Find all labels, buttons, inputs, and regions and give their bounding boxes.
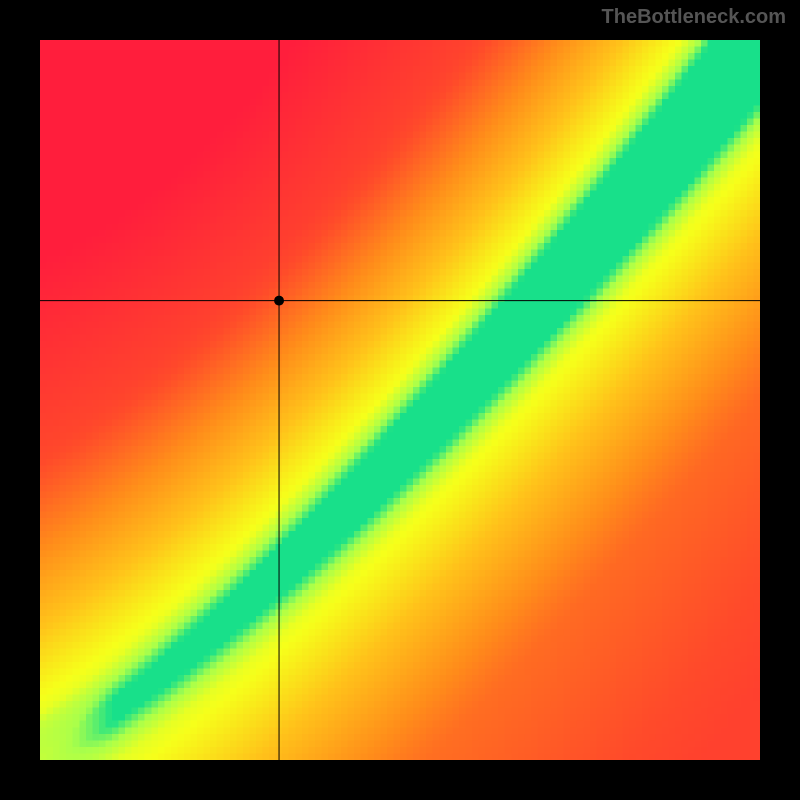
bottleneck-heatmap [40,40,760,760]
chart-container: TheBottleneck.com [0,0,800,800]
watermark-text: TheBottleneck.com [602,6,786,29]
